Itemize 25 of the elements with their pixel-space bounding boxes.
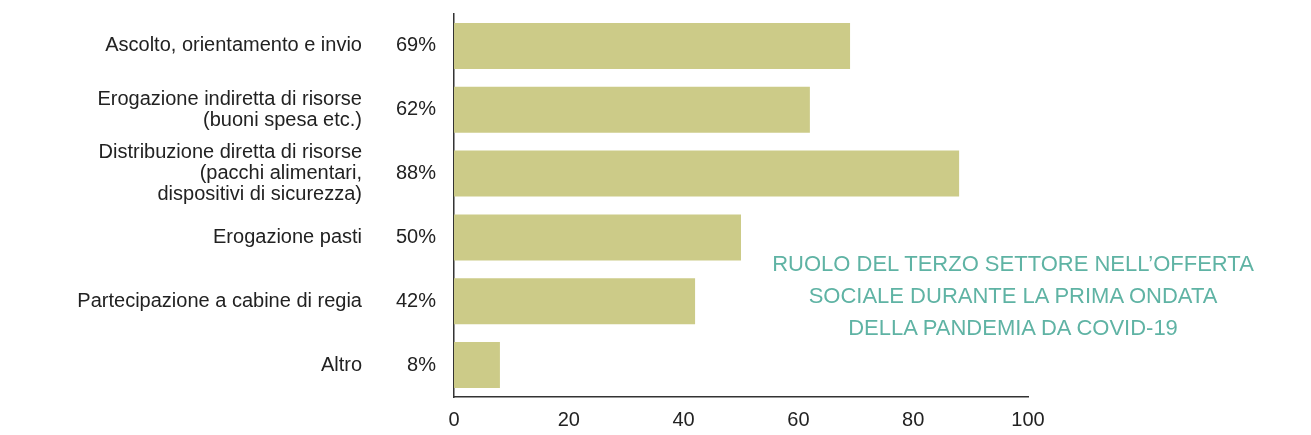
x-tick-label: 40 xyxy=(672,407,695,430)
data-label: 88% xyxy=(395,161,437,184)
y-tick-label: Partecipazione a cabine di regia xyxy=(77,288,363,311)
bar xyxy=(454,278,696,325)
y-tick-label: Distribuzione diretta di risorse (pacchi alimentari, dispositivi di sicurezza) xyxy=(98,140,362,205)
data-label: 42% xyxy=(395,288,437,311)
x-tick-label: 100 xyxy=(1011,407,1045,430)
bar xyxy=(454,22,851,69)
data-label: 8% xyxy=(407,352,437,375)
x-tick-label: 0 xyxy=(448,407,460,430)
x-tick-label: 80 xyxy=(902,407,925,430)
x-tick-label: 20 xyxy=(557,407,580,430)
bar xyxy=(454,342,500,389)
y-tick-label: Ascolto, orientamento e invio xyxy=(105,33,362,56)
y-tick-label: Altro xyxy=(320,352,362,375)
data-label: 62% xyxy=(395,97,437,120)
data-label: 69% xyxy=(395,33,437,56)
text: RUOLO DEL TERZO SETTORE NELL’OFFERTA SOCIALE DURANTE LA PRIMA ONDATA DELLA PANDEMIA DA COVID-19 xyxy=(771,250,1255,342)
data-label: 50% xyxy=(395,224,437,247)
y-tick-label: Erogazione pasti xyxy=(213,224,362,247)
x-tick-label: 60 xyxy=(787,407,810,430)
y-tick-label: Erogazione indiretta di risorse (buoni spesa etc.) xyxy=(97,86,362,130)
bar xyxy=(454,86,810,133)
bar xyxy=(454,214,741,261)
bar xyxy=(454,150,960,197)
